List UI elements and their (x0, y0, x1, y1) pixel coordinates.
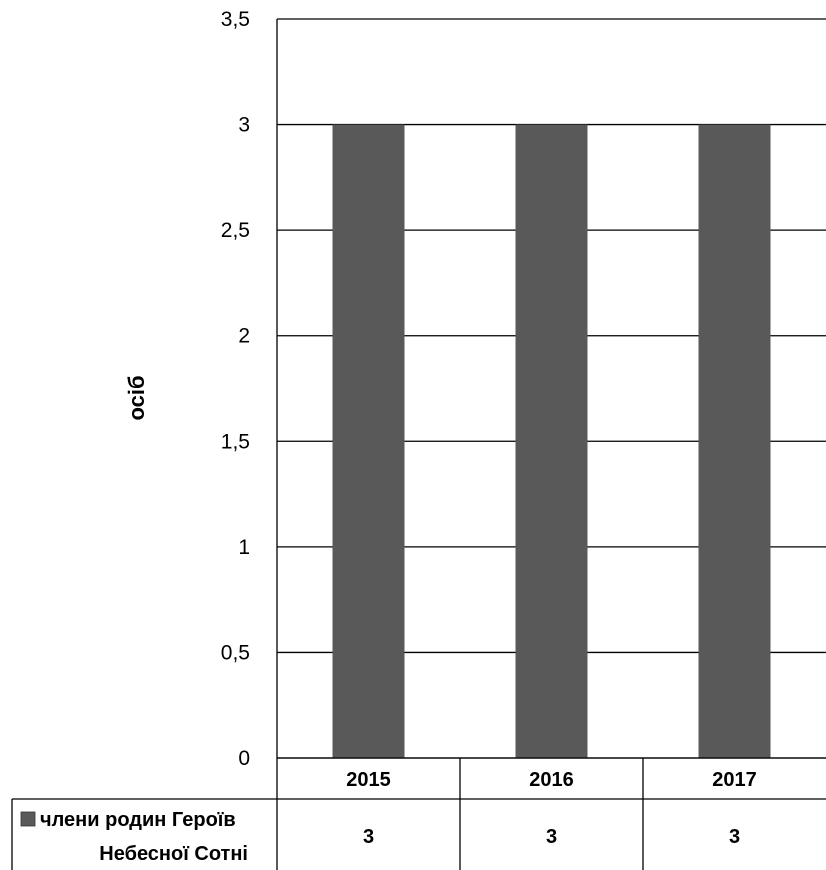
y-tick-label: 2 (238, 325, 250, 348)
x-tick-label: 2016 (529, 769, 574, 791)
y-tick-label: 0 (238, 747, 250, 770)
legend-key (20, 811, 36, 827)
bar (698, 124, 771, 759)
y-tick-label: 0,5 (221, 641, 250, 664)
y-tick-label: 1 (238, 536, 250, 559)
bar (332, 124, 405, 759)
bars (332, 124, 771, 759)
bar (515, 124, 588, 759)
table-value: 3 (363, 826, 374, 848)
table-value: 3 (546, 826, 557, 848)
y-axis-label: осіб (124, 375, 149, 420)
y-tick-label: 3,5 (221, 8, 250, 31)
data-table: 2015 3 2016 3 2017 3 члени родин Героїв Небесно… (11, 757, 826, 870)
y-tick-label: 3 (238, 114, 250, 137)
y-tick-label: 2,5 (221, 219, 250, 242)
y-tick-label: 1,5 (221, 430, 250, 453)
y-axis-ticks: 0 0,5 1 1,5 2 2,5 3 3,5 (221, 8, 250, 770)
x-tick-label: 2017 (712, 769, 757, 791)
table-value: 3 (729, 826, 740, 848)
legend-label: Небесної Сотні (99, 843, 248, 865)
x-tick-label: 2015 (346, 769, 391, 791)
legend-label: члени родин Героїв (40, 809, 236, 831)
